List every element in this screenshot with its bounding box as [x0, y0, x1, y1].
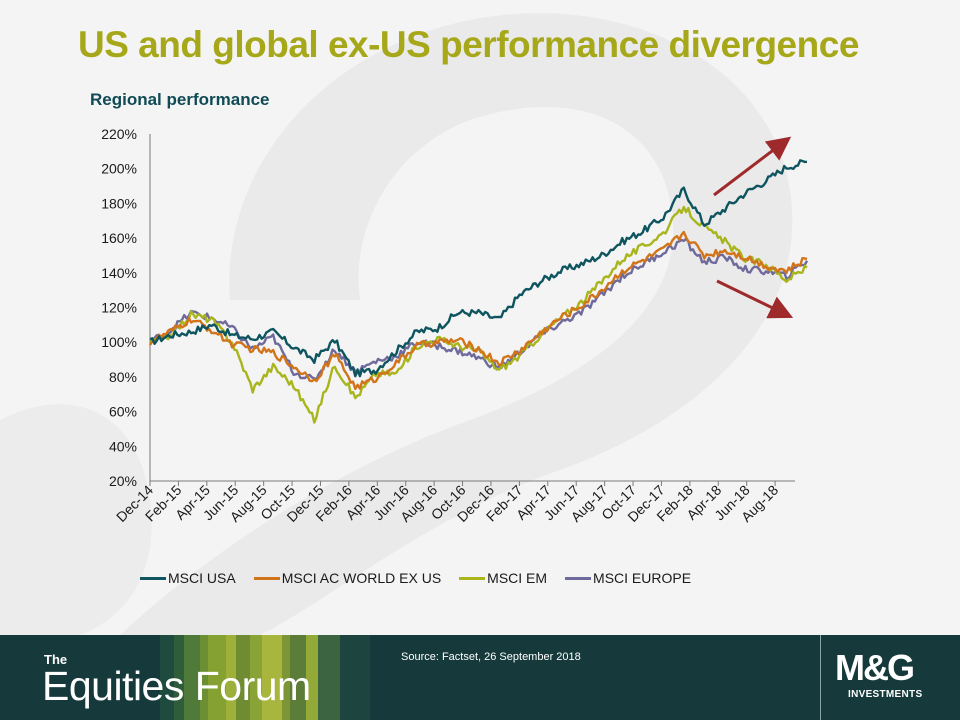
slide: US and global ex-US performance divergen…	[0, 0, 960, 635]
y-axis: 20% 40% 60% 80% 100% 120% 140% 160% 180% 200% 220%	[101, 126, 151, 489]
y-tick-label: 220%	[101, 126, 137, 142]
footer-bar: The Equities Forum Source: Factset, 26 S…	[0, 635, 960, 720]
chart-legend: MSCI USA MSCI AC WORLD EX US MSCI EM MSCI E…	[140, 569, 709, 587]
legend-label: MSCI USA	[168, 570, 236, 586]
series-line	[149, 237, 809, 381]
mg-logo: M&G INVESTMENTS	[835, 647, 947, 707]
brand-name: Equities Forum	[42, 663, 311, 709]
y-tick-label: 180%	[101, 195, 137, 211]
y-tick-label: 140%	[101, 265, 137, 281]
mg-logo-subtext: INVESTMENTS	[848, 689, 923, 700]
mg-logo-text: M&G	[835, 647, 915, 688]
legend-item: MSCI USA	[140, 570, 236, 586]
y-tick-label: 80%	[109, 369, 137, 385]
performance-line-chart: 20% 40% 60% 80% 100% 120% 140% 160% 180% 200% 220%…	[101, 126, 809, 525]
y-tick-label: 40%	[109, 438, 137, 454]
legend-swatch	[140, 576, 166, 580]
chart-subtitle: Regional performance	[90, 90, 270, 109]
legend-swatch	[459, 576, 486, 580]
up-arrow	[713, 136, 792, 197]
legend-item: MSCI EUROPE	[565, 570, 691, 586]
legend-label: MSCI EUROPE	[593, 570, 692, 586]
down-arrow	[716, 279, 794, 319]
series-layer	[148, 159, 809, 424]
brand-the: The	[44, 652, 68, 667]
background-watermark	[0, 0, 960, 635]
footer-divider	[820, 635, 821, 720]
legend-swatch	[253, 576, 280, 580]
y-tick-label: 200%	[101, 161, 137, 177]
y-tick-label: 120%	[101, 300, 137, 316]
series-line	[149, 159, 808, 378]
series-line	[148, 205, 808, 424]
legend-label: MSCI AC WORLD EX US	[281, 570, 442, 586]
y-tick-label: 100%	[101, 334, 137, 350]
y-tick-label: 160%	[101, 230, 137, 246]
slide-title: US and global ex-US performance divergen…	[78, 24, 859, 65]
y-tick-label: 60%	[109, 404, 137, 420]
source-note: Source: Factset, 26 September 2018	[401, 651, 581, 663]
legend-swatch	[565, 576, 592, 580]
legend-item: MSCI EM	[459, 570, 547, 586]
legend-item: MSCI AC WORLD EX US	[253, 570, 442, 586]
series-line	[149, 230, 808, 391]
annotation-layer	[713, 136, 794, 319]
footer-stripes	[160, 635, 370, 720]
legend-label: MSCI EM	[487, 570, 548, 586]
x-axis: Dec-14Feb-15Apr-15Jun-15Aug-15Oct-15Dec-…	[113, 480, 795, 525]
y-tick-label: 20%	[109, 473, 137, 489]
